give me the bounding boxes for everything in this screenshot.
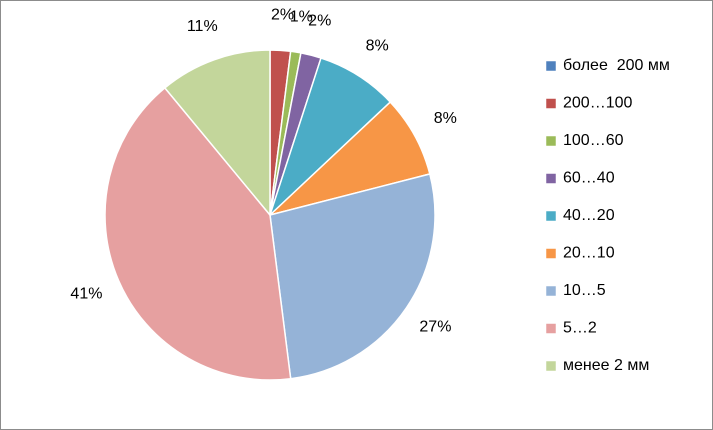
legend-label: более 200 мм <box>563 57 670 74</box>
legend-swatch <box>545 98 557 109</box>
pie-slice <box>269 173 436 380</box>
legend: более 200 мм 200…100 100…60 60…40 40…20 20…10… <box>545 57 670 374</box>
legend-swatch <box>545 210 557 222</box>
legend-swatch <box>545 135 557 147</box>
legend-label: менее 2 мм <box>563 357 649 374</box>
data-label: 2% <box>308 13 331 30</box>
legend-label: 100…60 <box>563 132 624 149</box>
legend-swatch <box>545 285 557 297</box>
legend-swatch <box>545 360 557 372</box>
pie: 2%1%2% 8% 8% 27% 41% 11% <box>70 7 457 381</box>
data-label: 1% <box>290 9 313 26</box>
legend-swatch <box>545 323 557 334</box>
legend-label: 60…40 <box>563 170 615 187</box>
legend-label: 10…5 <box>563 282 606 299</box>
data-label: 8% <box>366 37 389 54</box>
pie-slice <box>163 49 271 218</box>
legend-swatch <box>545 248 557 259</box>
legend-label: 40…20 <box>563 207 615 224</box>
pie-slice <box>104 86 292 381</box>
data-label: 41% <box>70 286 102 303</box>
legend-label: 20…10 <box>563 245 615 262</box>
data-label: 11% <box>187 18 218 35</box>
data-label: 27% <box>419 319 451 336</box>
legend-label: 5…2 <box>563 320 597 337</box>
data-label: 2% <box>271 7 294 24</box>
legend-swatch <box>545 60 557 72</box>
legend-swatch <box>545 173 557 184</box>
data-label: 8% <box>434 110 457 127</box>
legend-label: 200…100 <box>563 95 632 112</box>
